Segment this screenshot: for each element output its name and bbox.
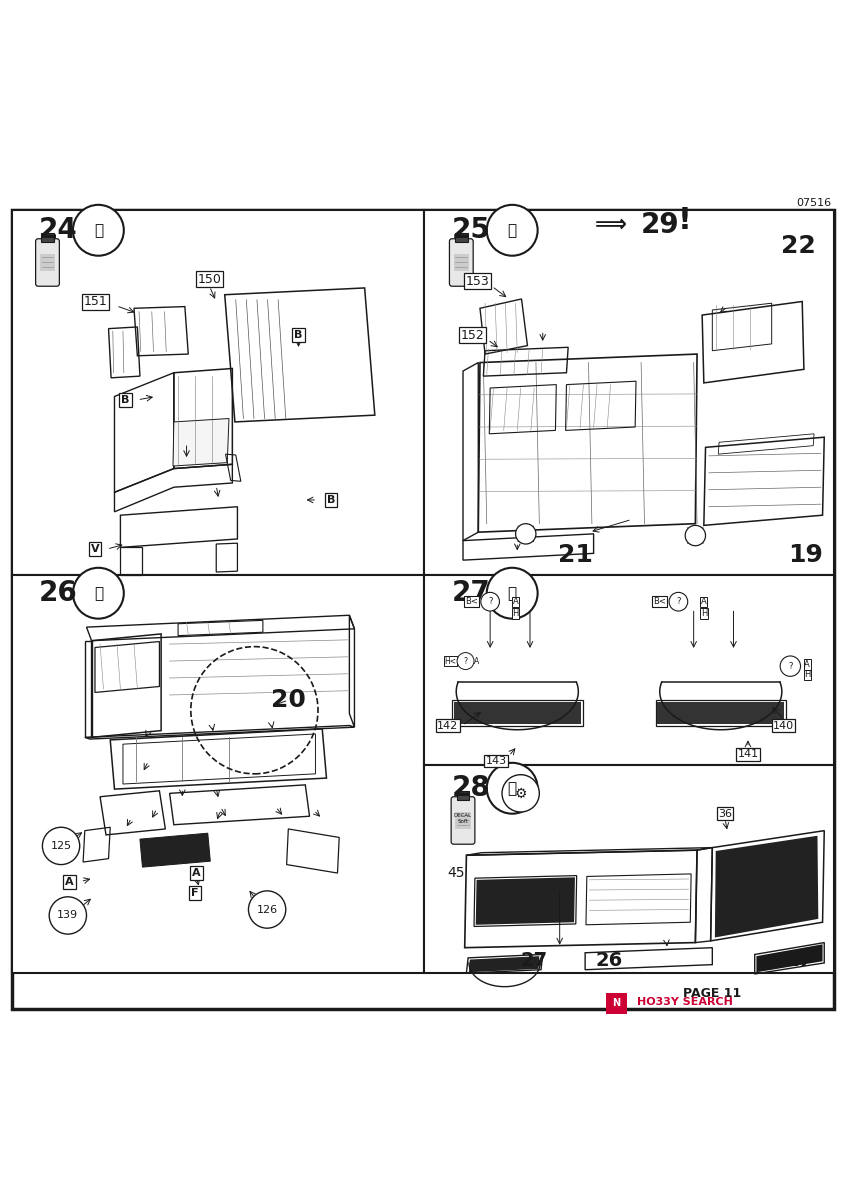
- Circle shape: [516, 523, 536, 544]
- Polygon shape: [476, 877, 575, 925]
- Polygon shape: [454, 702, 581, 724]
- Text: 19: 19: [788, 544, 823, 568]
- Circle shape: [685, 526, 706, 546]
- Text: A: A: [65, 876, 74, 887]
- Bar: [606, 994, 627, 1014]
- Text: 36: 36: [718, 809, 732, 818]
- Circle shape: [73, 205, 124, 256]
- Text: 20: 20: [271, 688, 306, 712]
- Text: 28: 28: [452, 774, 491, 803]
- Circle shape: [669, 593, 688, 611]
- Text: 142: 142: [437, 720, 459, 731]
- Bar: [424, 210, 834, 575]
- Bar: [454, 254, 469, 271]
- Bar: [12, 210, 424, 575]
- Text: 150: 150: [198, 272, 221, 286]
- Text: B: B: [326, 494, 335, 505]
- Polygon shape: [756, 944, 823, 972]
- Text: H<: H<: [444, 656, 456, 666]
- Text: 🔑: 🔑: [94, 586, 103, 601]
- Text: 152: 152: [460, 329, 484, 342]
- Text: A: A: [192, 868, 201, 878]
- Text: 22: 22: [782, 234, 816, 258]
- Text: 139: 139: [58, 911, 78, 920]
- Text: 25: 25: [452, 216, 491, 245]
- Text: !: !: [678, 205, 692, 234]
- Text: 07516: 07516: [796, 198, 831, 208]
- Text: 45: 45: [448, 866, 465, 880]
- Text: B: B: [121, 395, 130, 404]
- Polygon shape: [140, 833, 210, 868]
- Circle shape: [73, 568, 124, 619]
- Text: 29: 29: [640, 211, 679, 239]
- Circle shape: [49, 896, 86, 934]
- Text: ?: ?: [488, 598, 493, 606]
- Bar: [424, 575, 834, 766]
- Text: 126: 126: [257, 905, 277, 914]
- Text: A: A: [474, 656, 479, 666]
- Text: ⟹: ⟹: [594, 215, 627, 235]
- Text: B: B: [294, 330, 303, 341]
- Circle shape: [487, 568, 538, 619]
- Text: A: A: [805, 660, 810, 668]
- Text: 153: 153: [466, 275, 489, 288]
- Text: ?: ?: [464, 656, 467, 666]
- Text: V: V: [91, 544, 99, 554]
- Bar: [42, 233, 53, 242]
- Circle shape: [248, 890, 286, 928]
- Circle shape: [42, 827, 80, 864]
- Bar: [457, 791, 469, 800]
- Text: H: H: [804, 670, 811, 679]
- Text: B<: B<: [465, 598, 478, 606]
- FancyBboxPatch shape: [449, 239, 473, 287]
- FancyBboxPatch shape: [36, 239, 59, 287]
- Text: ⚙: ⚙: [515, 786, 527, 800]
- Text: 27: 27: [521, 950, 548, 970]
- Circle shape: [481, 593, 499, 611]
- Text: A: A: [701, 598, 706, 606]
- Text: 140: 140: [773, 720, 794, 731]
- Text: PAGE 11: PAGE 11: [683, 986, 741, 1000]
- Circle shape: [487, 763, 538, 814]
- Bar: [455, 812, 471, 829]
- Polygon shape: [657, 702, 784, 724]
- Text: 26: 26: [595, 950, 622, 970]
- Text: 27: 27: [785, 950, 812, 970]
- Text: 27: 27: [452, 580, 491, 607]
- Text: H: H: [700, 610, 707, 618]
- Text: ?: ?: [676, 598, 681, 606]
- Text: 🔑: 🔑: [508, 781, 516, 796]
- Circle shape: [457, 653, 474, 670]
- Bar: [455, 233, 467, 242]
- Text: N: N: [612, 998, 621, 1008]
- Text: 🔑: 🔑: [94, 223, 103, 238]
- Text: HO33Y SEARCH: HO33Y SEARCH: [637, 997, 733, 1007]
- Polygon shape: [173, 419, 229, 466]
- Text: 26: 26: [38, 580, 77, 607]
- Text: ?: ?: [788, 661, 793, 671]
- Text: 141: 141: [738, 749, 758, 760]
- Text: H: H: [512, 610, 519, 618]
- Text: 143: 143: [486, 756, 506, 766]
- Bar: [12, 575, 424, 973]
- Text: 125: 125: [51, 841, 71, 851]
- Circle shape: [502, 775, 539, 812]
- Text: 🔑: 🔑: [508, 223, 516, 238]
- Text: DECAL
Soft: DECAL Soft: [454, 814, 472, 824]
- Text: F: F: [192, 888, 198, 898]
- Bar: [40, 254, 55, 271]
- Text: 151: 151: [84, 295, 108, 308]
- Polygon shape: [715, 835, 818, 937]
- FancyBboxPatch shape: [451, 797, 475, 845]
- Text: B<: B<: [653, 598, 667, 606]
- Text: 21: 21: [557, 544, 593, 568]
- Bar: [424, 766, 834, 973]
- Text: A: A: [513, 598, 518, 606]
- Circle shape: [780, 656, 801, 677]
- Text: 🔑: 🔑: [508, 586, 516, 601]
- Circle shape: [487, 205, 538, 256]
- Polygon shape: [469, 956, 539, 972]
- Text: 24: 24: [38, 216, 77, 245]
